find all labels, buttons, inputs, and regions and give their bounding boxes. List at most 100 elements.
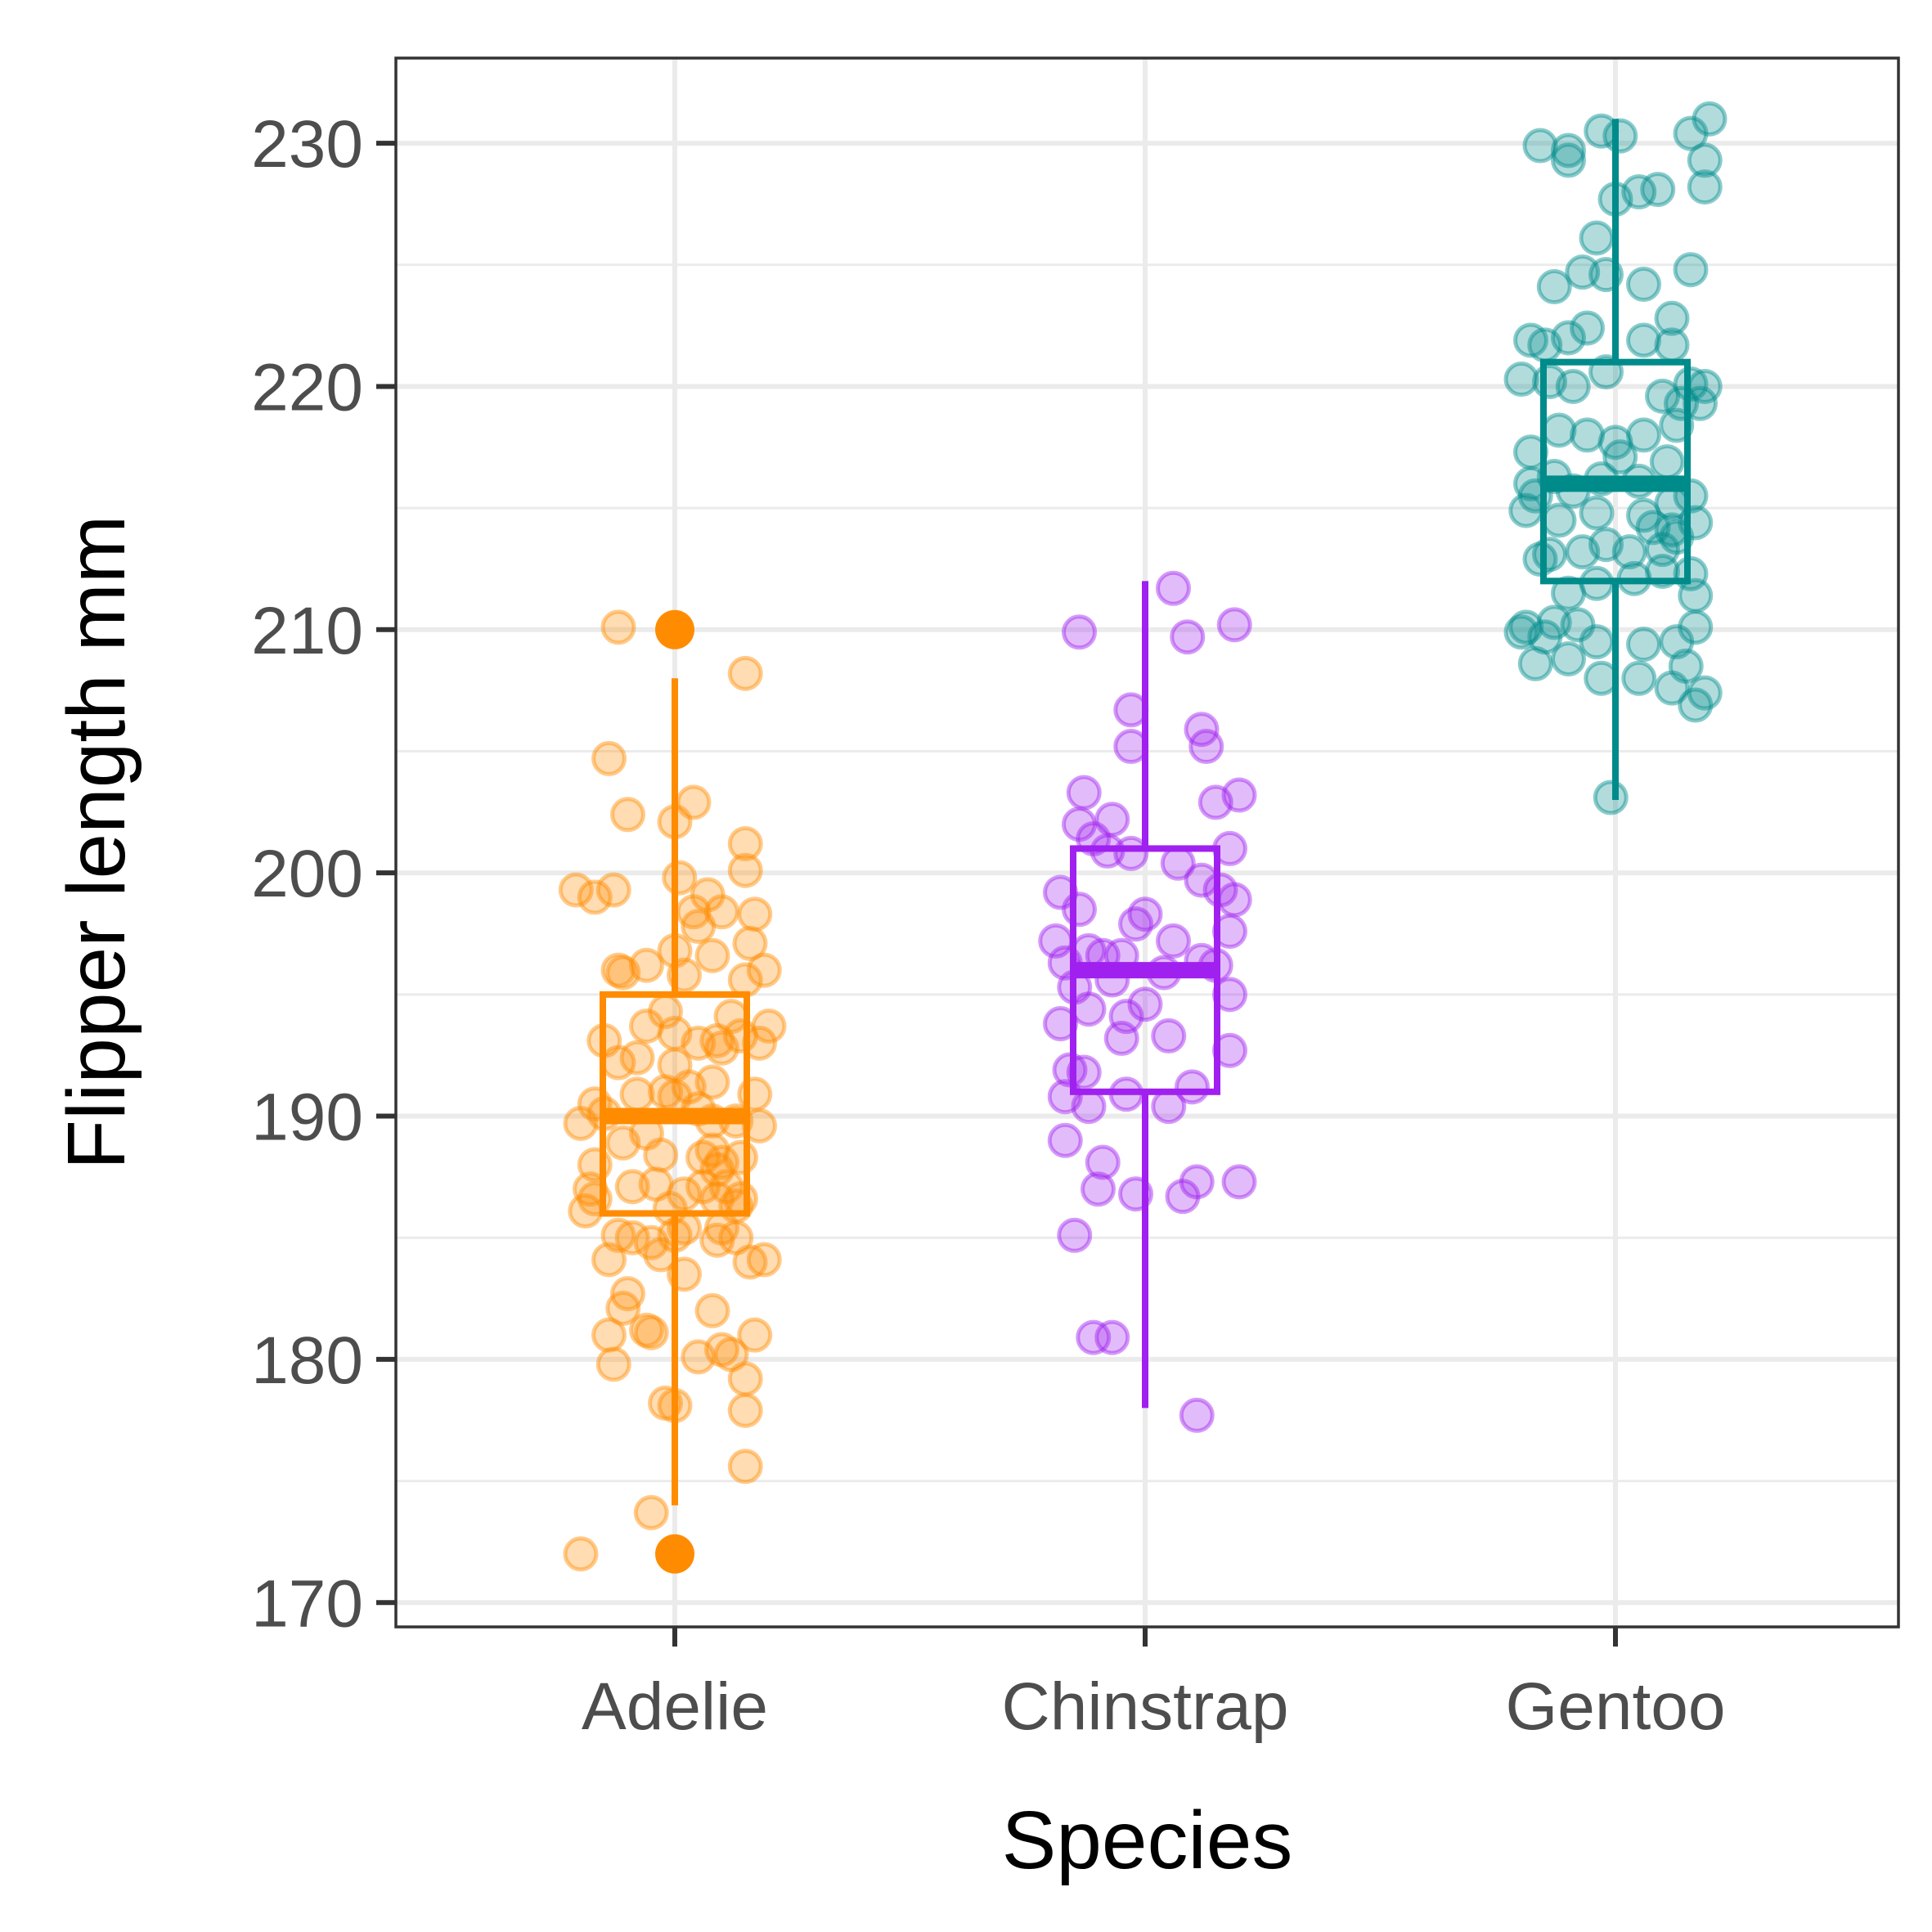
data-point bbox=[1654, 300, 1690, 336]
data-point bbox=[605, 1290, 641, 1326]
outlier-point bbox=[655, 609, 694, 649]
data-point bbox=[629, 947, 664, 983]
data-point bbox=[699, 1222, 735, 1258]
box-iqr bbox=[600, 991, 750, 1217]
data-point bbox=[1527, 619, 1563, 655]
data-point bbox=[694, 1292, 730, 1328]
box-series bbox=[600, 119, 1691, 1574]
y-tick-label: 200 bbox=[251, 837, 363, 911]
data-point bbox=[1118, 906, 1153, 942]
data-point bbox=[1216, 882, 1252, 918]
data-point bbox=[1184, 712, 1220, 748]
data-point bbox=[1513, 322, 1548, 358]
data-point bbox=[1179, 1397, 1215, 1433]
data-point bbox=[638, 1166, 674, 1202]
data-point bbox=[723, 1181, 758, 1217]
data-point bbox=[1536, 269, 1572, 305]
data-point bbox=[1687, 675, 1723, 711]
x-tick-label: Chinstrap bbox=[1002, 1669, 1289, 1744]
y-axis-title: Flipper length mm bbox=[51, 515, 142, 1170]
data-point bbox=[1579, 495, 1615, 531]
data-point bbox=[558, 872, 594, 908]
data-point bbox=[1678, 609, 1714, 645]
data-point bbox=[1216, 607, 1252, 643]
data-point bbox=[1071, 1089, 1107, 1125]
data-point bbox=[1597, 425, 1633, 461]
data-point bbox=[1678, 577, 1714, 613]
data-point bbox=[1602, 118, 1638, 154]
data-point bbox=[746, 952, 782, 988]
data-point bbox=[685, 1139, 721, 1175]
data-point bbox=[610, 797, 645, 833]
y-tick-label: 230 bbox=[251, 107, 363, 182]
data-point bbox=[614, 1220, 650, 1256]
data-point bbox=[1532, 537, 1567, 573]
data-point bbox=[1678, 687, 1714, 723]
data-point bbox=[1645, 378, 1680, 414]
data-point bbox=[1626, 497, 1661, 533]
data-point bbox=[1103, 1020, 1139, 1056]
data-point bbox=[563, 1536, 599, 1572]
data-point bbox=[699, 1152, 735, 1188]
data-point bbox=[1570, 417, 1605, 453]
data-point bbox=[591, 1242, 627, 1278]
data-point bbox=[732, 925, 768, 961]
data-point bbox=[1221, 1164, 1257, 1200]
data-point bbox=[605, 955, 641, 991]
data-point bbox=[718, 1220, 754, 1256]
data-point bbox=[1179, 1164, 1215, 1200]
data-point bbox=[1593, 780, 1629, 815]
data-point bbox=[1127, 896, 1163, 932]
data-point bbox=[1165, 1179, 1201, 1215]
data-point bbox=[1555, 368, 1591, 404]
data-point bbox=[577, 879, 613, 915]
data-point bbox=[727, 1361, 763, 1397]
x-axis-title: Species bbox=[1002, 1795, 1293, 1886]
data-point bbox=[1057, 1217, 1093, 1253]
data-point bbox=[704, 1144, 739, 1180]
data-point bbox=[713, 1337, 749, 1373]
data-point bbox=[737, 896, 773, 932]
data-point bbox=[727, 655, 763, 691]
y-tick-label: 190 bbox=[251, 1081, 363, 1155]
data-point bbox=[619, 1040, 655, 1076]
data-point bbox=[699, 1022, 735, 1058]
data-point bbox=[685, 1169, 721, 1205]
data-point bbox=[1673, 115, 1709, 151]
box-iqr bbox=[1540, 358, 1691, 585]
y-tick-label: 210 bbox=[251, 594, 363, 668]
data-point bbox=[1508, 609, 1544, 645]
data-point bbox=[694, 1132, 730, 1168]
y-tick-label: 170 bbox=[251, 1566, 363, 1641]
data-point bbox=[1611, 534, 1647, 570]
data-point bbox=[595, 872, 631, 908]
data-point bbox=[1156, 570, 1191, 606]
data-point bbox=[1175, 1069, 1210, 1105]
data-point bbox=[1062, 806, 1097, 842]
data-point bbox=[629, 1312, 664, 1348]
data-point bbox=[1565, 254, 1601, 290]
data-point bbox=[1668, 648, 1704, 684]
data-point bbox=[1094, 802, 1130, 838]
data-point bbox=[1635, 510, 1671, 546]
data-point bbox=[681, 1339, 717, 1375]
data-point bbox=[1654, 670, 1690, 706]
data-point bbox=[633, 1314, 669, 1350]
data-point bbox=[1570, 310, 1605, 346]
data-point bbox=[727, 1392, 763, 1428]
data-point bbox=[1626, 417, 1661, 453]
data-point bbox=[732, 1244, 768, 1280]
data-point bbox=[1522, 128, 1558, 164]
data-point bbox=[1094, 1319, 1130, 1355]
data-point bbox=[1127, 986, 1163, 1022]
data-point bbox=[1541, 502, 1577, 538]
data-point bbox=[600, 1217, 636, 1253]
data-point bbox=[633, 1224, 669, 1260]
data-point bbox=[727, 825, 763, 861]
data-point bbox=[1156, 923, 1191, 959]
data-point bbox=[1551, 320, 1586, 356]
data-point bbox=[1551, 142, 1586, 178]
data-point bbox=[633, 1494, 669, 1530]
data-point bbox=[727, 1449, 763, 1485]
